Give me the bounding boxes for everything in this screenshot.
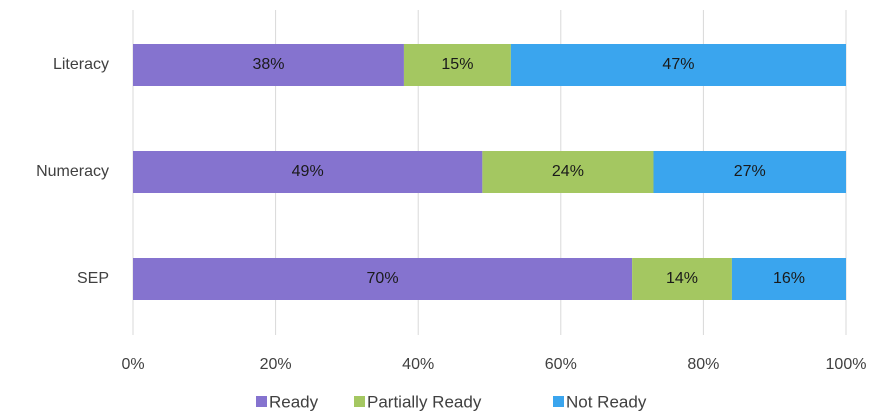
bar-segment	[632, 258, 732, 300]
y-tick-label: SEP	[77, 270, 109, 287]
bar-segment	[133, 44, 404, 86]
x-tick-label: 40%	[402, 356, 434, 373]
legend-swatch	[256, 396, 267, 407]
bar-segment	[731, 258, 846, 300]
data-label: 14%	[666, 270, 698, 287]
bar-segment	[653, 151, 846, 193]
bar-segment	[510, 44, 846, 86]
data-label: 15%	[441, 56, 473, 73]
x-tick-label: 60%	[545, 356, 577, 373]
legend-swatch	[354, 396, 365, 407]
data-label: 47%	[662, 56, 694, 73]
legend-label: Partially Ready	[367, 392, 482, 411]
legend-swatch	[553, 396, 564, 407]
legend-label: Not Ready	[566, 392, 647, 411]
data-label: 70%	[367, 270, 399, 287]
data-label: 27%	[734, 163, 766, 180]
bar-segment	[133, 258, 633, 300]
data-label: 24%	[552, 163, 584, 180]
x-tick-label: 20%	[260, 356, 292, 373]
data-label: 38%	[252, 56, 284, 73]
x-tick-label: 80%	[687, 356, 719, 373]
x-tick-label: 100%	[826, 356, 867, 373]
bar-segment	[482, 151, 654, 193]
data-label: 49%	[292, 163, 324, 180]
bar-segment	[133, 151, 483, 193]
y-tick-label: Literacy	[53, 56, 109, 73]
legend-label: Ready	[269, 392, 319, 411]
y-tick-label: Numeracy	[36, 163, 109, 180]
data-label: 16%	[773, 270, 805, 287]
bar-segment	[403, 44, 511, 86]
x-tick-label: 0%	[121, 356, 144, 373]
